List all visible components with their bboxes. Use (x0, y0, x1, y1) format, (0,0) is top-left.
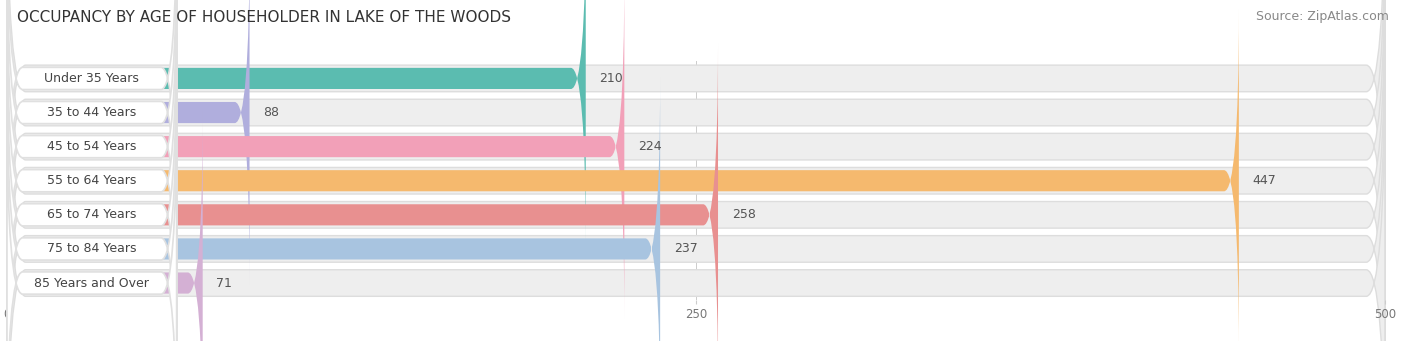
FancyBboxPatch shape (7, 0, 1385, 330)
FancyBboxPatch shape (7, 34, 177, 341)
FancyBboxPatch shape (7, 0, 177, 341)
Text: Under 35 Years: Under 35 Years (45, 72, 139, 85)
FancyBboxPatch shape (7, 66, 1385, 341)
FancyBboxPatch shape (7, 8, 1239, 341)
FancyBboxPatch shape (7, 0, 177, 260)
Text: 45 to 54 Years: 45 to 54 Years (48, 140, 136, 153)
Text: 237: 237 (673, 242, 697, 255)
Text: 35 to 44 Years: 35 to 44 Years (48, 106, 136, 119)
FancyBboxPatch shape (7, 110, 202, 341)
Text: 65 to 74 Years: 65 to 74 Years (48, 208, 136, 221)
Text: OCCUPANCY BY AGE OF HOUSEHOLDER IN LAKE OF THE WOODS: OCCUPANCY BY AGE OF HOUSEHOLDER IN LAKE … (17, 10, 510, 25)
Text: 55 to 64 Years: 55 to 64 Years (48, 174, 136, 187)
Text: Source: ZipAtlas.com: Source: ZipAtlas.com (1256, 10, 1389, 23)
Text: 224: 224 (638, 140, 662, 153)
FancyBboxPatch shape (7, 0, 177, 328)
Text: 210: 210 (599, 72, 623, 85)
FancyBboxPatch shape (7, 0, 249, 285)
FancyBboxPatch shape (7, 32, 1385, 341)
FancyBboxPatch shape (7, 68, 177, 341)
FancyBboxPatch shape (7, 0, 1385, 341)
FancyBboxPatch shape (7, 0, 1385, 341)
FancyBboxPatch shape (7, 76, 661, 341)
Text: 447: 447 (1253, 174, 1277, 187)
FancyBboxPatch shape (7, 0, 624, 319)
Text: 71: 71 (217, 277, 232, 290)
Text: 85 Years and Over: 85 Years and Over (34, 277, 149, 290)
Text: 258: 258 (731, 208, 755, 221)
FancyBboxPatch shape (7, 42, 718, 341)
FancyBboxPatch shape (7, 0, 586, 251)
FancyBboxPatch shape (7, 0, 1385, 341)
Text: 75 to 84 Years: 75 to 84 Years (46, 242, 136, 255)
FancyBboxPatch shape (7, 0, 177, 294)
FancyBboxPatch shape (7, 102, 177, 341)
Text: 88: 88 (263, 106, 280, 119)
FancyBboxPatch shape (7, 0, 1385, 296)
